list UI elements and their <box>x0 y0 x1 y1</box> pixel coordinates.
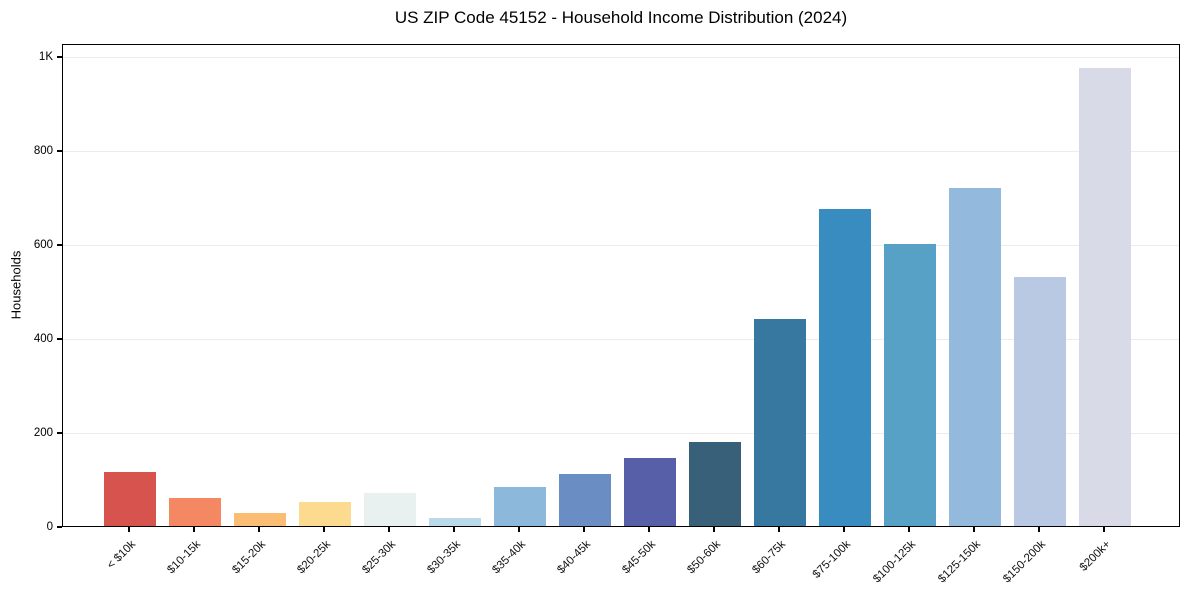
plot-area <box>62 44 1180 527</box>
x-tick-label: $30-35k <box>425 538 464 577</box>
bar <box>169 497 221 526</box>
gridline <box>63 150 1179 152</box>
y-axis-label: Households <box>8 250 24 320</box>
x-tick-label: $40-45k <box>555 538 594 577</box>
y-tick-label: 0 <box>46 521 53 533</box>
y-tick-label: 400 <box>33 333 53 345</box>
bar <box>494 487 546 526</box>
y-tick-mark <box>57 432 62 434</box>
x-tick-label: $15-20k <box>230 538 269 577</box>
bar <box>104 471 156 526</box>
x-tick-mark <box>258 527 260 532</box>
y-tick-mark <box>57 56 62 58</box>
x-tick-mark <box>518 527 520 532</box>
bar <box>364 493 416 526</box>
x-tick-mark <box>453 527 455 532</box>
y-tick-label: 600 <box>33 239 53 251</box>
x-tick-label: $10-15k <box>165 538 204 577</box>
x-tick-label: $50-60k <box>685 538 724 577</box>
x-tick-mark <box>1103 527 1105 532</box>
bar <box>819 208 871 526</box>
x-tick-mark <box>1038 527 1040 532</box>
bar <box>234 513 286 526</box>
y-tick-mark <box>57 526 62 528</box>
x-tick-label: $25-30k <box>360 538 399 577</box>
x-tick-mark <box>193 527 195 532</box>
bar <box>949 187 1001 526</box>
x-tick-mark <box>648 527 650 532</box>
x-tick-label: $200k+ <box>1077 538 1114 574</box>
y-tick-label: 200 <box>33 427 53 439</box>
x-tick-mark <box>323 527 325 532</box>
x-tick-mark <box>908 527 910 532</box>
gridline <box>63 432 1179 434</box>
gridline <box>63 338 1179 340</box>
bar <box>1014 276 1066 526</box>
chart-title: US ZIP Code 45152 - Household Income Dis… <box>394 8 848 27</box>
bar <box>689 442 741 526</box>
x-tick-label: $45-50k <box>620 538 659 577</box>
x-tick-label: $100-125k <box>871 538 919 586</box>
y-tick-mark <box>57 338 62 340</box>
x-tick-mark <box>128 527 130 532</box>
bar <box>299 501 351 526</box>
x-tick-label: $150-200k <box>1001 538 1049 586</box>
x-tick-mark <box>778 527 780 532</box>
y-tick-mark <box>57 244 62 246</box>
x-tick-label: $60-75k <box>750 538 789 577</box>
x-tick-mark <box>713 527 715 532</box>
x-tick-label: $75-100k <box>810 538 854 581</box>
x-tick-label: $35-40k <box>490 538 529 577</box>
y-tick-mark <box>57 150 62 152</box>
y-tick-label: 800 <box>33 145 53 157</box>
bar <box>754 319 806 526</box>
y-tick-label: 1K <box>38 51 53 63</box>
bar <box>559 474 611 526</box>
gridline <box>63 56 1179 58</box>
x-tick-label: $20-25k <box>295 538 334 577</box>
bar <box>429 518 481 526</box>
gridline <box>63 244 1179 246</box>
x-tick-mark <box>973 527 975 532</box>
x-tick-label: $125-150k <box>936 538 984 586</box>
bar <box>624 457 676 526</box>
x-tick-mark <box>388 527 390 532</box>
bar <box>884 244 936 526</box>
x-tick-mark <box>583 527 585 532</box>
x-tick-mark <box>843 527 845 532</box>
bar <box>1079 67 1131 526</box>
x-tick-label: < $10k <box>104 538 139 572</box>
